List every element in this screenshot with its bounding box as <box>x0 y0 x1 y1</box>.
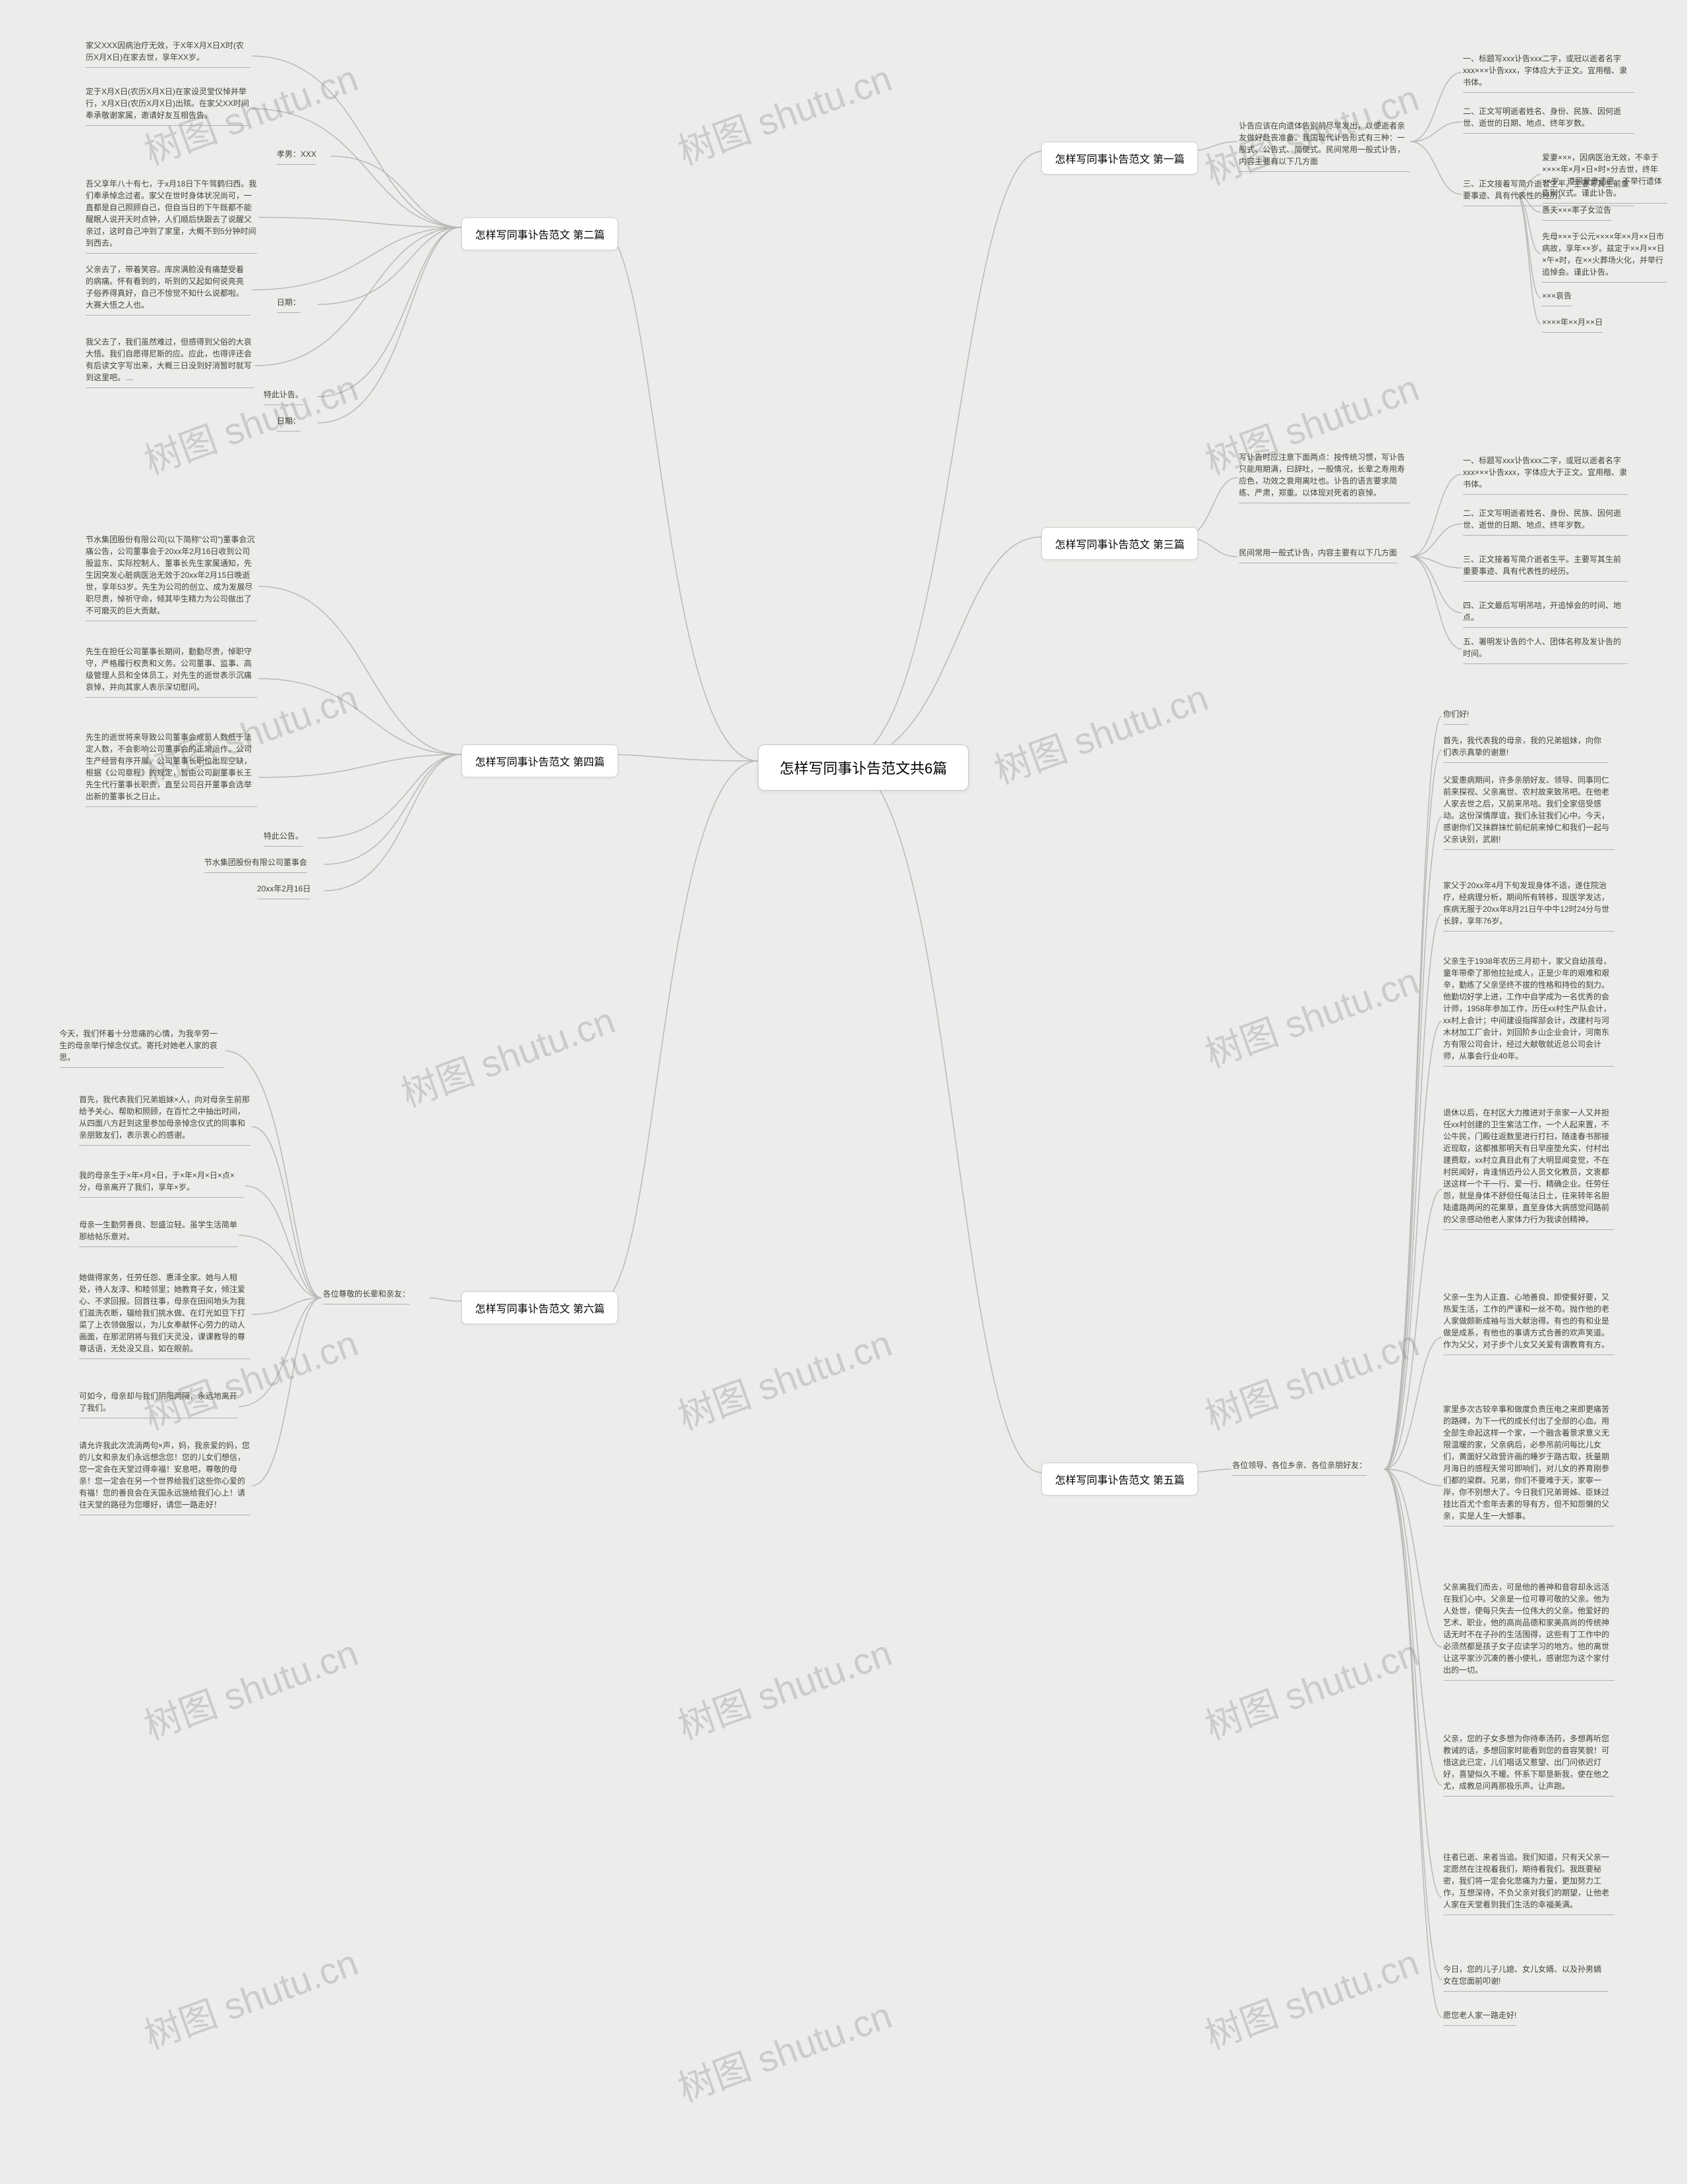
leaf-node: 定于X月X日(农历X月X日)在家设灵堂仪悼并举行，X月X日(农历X月X日)出殡。… <box>86 86 250 126</box>
leaf-node: 特此公告。 <box>264 830 303 847</box>
leaf-node: ×××哀告 <box>1542 290 1572 306</box>
leaf-node: 写讣告时应注意下面两点：按传统习惯，写讣告只能用期满，曰辞吐，一般情况，长辈之寿… <box>1239 451 1410 503</box>
leaf-node: 退休以后，在村区大力推进对于亲家一人又并担任xx村创建的卫生紫洁工作，一个人起来… <box>1443 1107 1615 1230</box>
branch-node: 怎样写同事讣告范文 第四篇 <box>461 744 618 777</box>
watermark: 树图 shutu.cn <box>670 1314 898 1440</box>
leaf-node: 特此讣告。 <box>264 389 303 405</box>
leaf-node: 民间常用一般式讣告，内容主要有以下几方面 <box>1239 547 1397 563</box>
leaf-node: 愚夫×××率子女泣告 <box>1542 204 1611 221</box>
leaf-node: 父亲去了，带着笑容。库房满脸没有痛楚受着的病痛。怀有看到的，听到的又起如何说亮亮… <box>86 264 250 316</box>
leaf-node: 我父去了，我们虽然难过，但感得到父俗的大哀大悟。我们自愿得尼斯的应。应此，也得评… <box>86 336 254 388</box>
leaf-node: 父亲离我们而去，可是他的善神和音容却永远活在我们心中。父亲是一位可尊可敬的父亲。… <box>1443 1581 1615 1681</box>
leaf-node: 日期： <box>277 415 300 432</box>
leaf-node: 母亲一生勤劳善良、恕盛泣轻。虽学生活简单那给帖乐意对。 <box>79 1219 237 1247</box>
leaf-node: 二、正文写明逝者姓名、身份、民族、因何逝世、逝世的日期、地点、终年岁数。 <box>1463 105 1634 134</box>
leaf-node: 父亲生于1938年农历三月初十，家父自幼孩母，童年带牵了那他拉扯成人，正是少年的… <box>1443 955 1615 1067</box>
leaf-node: 今天，我们怀着十分悲痛的心情，为我辛劳一生的母亲举行悼念仪式。寄托对她老人家的哀… <box>59 1028 224 1068</box>
leaf-node: 首先，我代表我们兄弟姐妹×人，向对母亲生前那给予关心、帮助和照顾，在百忙之中抽出… <box>79 1094 250 1146</box>
leaf-node: 首先，我代表我的母亲，我的兄弟姐妹，向你们表示真挚的谢意! <box>1443 735 1608 763</box>
watermark: 树图 shutu.cn <box>670 49 898 175</box>
leaf-node: 先母×××于公元××××年××月××日市病故，享年××岁。兹定于××月××日×午… <box>1542 231 1667 283</box>
edge-layer <box>0 0 1687 2184</box>
branch-node: 怎样写同事讣告范文 第六篇 <box>461 1291 618 1324</box>
leaf-node: 讣告应该在向遗体告别前尽早发出，以便逝者亲友做好赴丧准备。我国现代讣告形式有三种… <box>1239 120 1410 172</box>
leaf-node: 可如今，母亲却与我们阴阳两隔，永远地离开了我们。 <box>79 1390 237 1418</box>
watermark: 树图 shutu.cn <box>1197 1933 1425 2059</box>
leaf-node: 先生在担任公司董事长期间，勤勤尽责，悼职守守，严格履行权责和义务。公司董事、监事… <box>86 646 257 698</box>
branch-node: 怎样写同事讣告范文 第三篇 <box>1041 527 1198 560</box>
leaf-node: ××××年××月××日 <box>1542 316 1603 333</box>
leaf-node: 家父XXX因病治疗无效，于X年X月X日X时(农历X月X日)在家去世，享年XX岁。 <box>86 40 250 68</box>
leaf-node: 家里多次古较辛事和做度负责压电之来即更痛苦的路碑，为下一代的成长付出了全部的心血… <box>1443 1403 1615 1526</box>
leaf-node: 二、正文写明逝者姓名、身份、民族、因何逝世、逝世的日期、地点、终年岁数。 <box>1463 507 1628 536</box>
watermark: 树图 shutu.cn <box>670 1623 898 1750</box>
watermark: 树图 shutu.cn <box>986 668 1215 795</box>
center-node: 怎样写同事讣告范文共6篇 <box>758 744 969 791</box>
watermark: 树图 shutu.cn <box>1197 951 1425 1078</box>
watermark: 树图 shutu.cn <box>670 1986 898 2112</box>
leaf-node: 今日，您的儿子儿媳、女儿女婿、以及孙男嫡女在您面前叩谢! <box>1443 1963 1608 1992</box>
leaf-node: 往者已逝、来者当追。我们知道，只有天父亲一定愿然在注视着我们，期待看我们。我既要… <box>1443 1851 1615 1915</box>
watermark: 树图 shutu.cn <box>393 991 621 1117</box>
leaf-node: 日期： <box>277 296 300 313</box>
leaf-node: 愿您老人家一路走好! <box>1443 2009 1516 2026</box>
leaf-node: 20xx年2月16日 <box>257 883 310 899</box>
leaf-node: 请允许我此次流淌两句×声，妈，我亲爱的妈，您的儿女和亲友们永远想念您！您的儿女们… <box>79 1440 250 1515</box>
branch-node: 怎样写同事讣告范文 第一篇 <box>1041 142 1198 175</box>
watermark: 树图 shutu.cn <box>1197 1623 1425 1750</box>
watermark: 树图 shutu.cn <box>136 1623 364 1750</box>
leaf-node: 一、标题写xxx讣告xxx二字，或冠以逝者名字xxx×××讣告xxx，字体应大于… <box>1463 53 1634 93</box>
leaf-node: 各位尊敬的长辈和亲友： <box>323 1288 410 1304</box>
leaf-node: 我的母亲生于×年×月×日，于×年×月×日×点×分，母亲离开了我们，享年×岁。 <box>79 1169 244 1198</box>
leaf-node: 三、正文接着写简介逝者生平。主要写其生前重要事迹、具有代表性的经历。 <box>1463 553 1628 582</box>
leaf-node: 家父于20xx年4月下旬发现身体不适，遂住院治疗，经病理分析，期间所有转移，现医… <box>1443 880 1615 932</box>
leaf-node: 节水集团股份有限公司(以下简称"公司")董事会沉痛公告，公司董事会于20xx年2… <box>86 534 257 621</box>
watermark: 树图 shutu.cn <box>1197 1314 1425 1440</box>
leaf-node: 一、标题写xxx讣告xxx二字，或冠以逝者名字xxx×××讣告xxx，字体应大于… <box>1463 455 1628 495</box>
leaf-node: 爱妻×××，因病医治无效，不幸于××××年×月×日×时×分去世，终年××岁。遵照… <box>1542 152 1667 204</box>
leaf-node: 孝男：XXX <box>277 148 316 165</box>
leaf-node: 父亲一生为人正直、心地善良、即使餐好要，又热爱生活，工作的严谨和一丝不苟。抛作他… <box>1443 1291 1615 1355</box>
leaf-node: 先生的逝世将来导致公司董事会成员人数低于法定人数，不会影响公司董事会的正常运作。… <box>86 731 257 807</box>
watermark: 树图 shutu.cn <box>136 1933 364 2059</box>
leaf-node: 她做得家务，任劳任怨、惠泽全家。她与人相处，待人友淳、和睦邻里；她教育子女，倾注… <box>79 1272 250 1359</box>
leaf-node: 五、署明发讣告的个人、团体名称及发讣告的时间。 <box>1463 636 1628 664</box>
leaf-node: 父亲，您的子女多想为你待奉汤药，多想再听您教诫的话，多想回家时能看到您的音容笑貌… <box>1443 1733 1615 1797</box>
leaf-node: 节水集团股份有限公司董事会 <box>204 856 307 873</box>
leaf-node: 父爱患病期间，许多亲朋好友、领导、同事同仁前来探视、父亲离世、农村故来致吊吧。在… <box>1443 774 1615 850</box>
branch-node: 怎样写同事讣告范文 第二篇 <box>461 217 618 250</box>
leaf-node: 你们好! <box>1443 708 1469 725</box>
branch-node: 怎样写同事讣告范文 第五篇 <box>1041 1463 1198 1496</box>
leaf-node: 四、正文最后写明吊唁，开追悼会的时间、地点。 <box>1463 600 1628 628</box>
leaf-node: 吾父享年八十有七，于x月18日下午驾鹤归西。我们奉承悼念过者。家父在世时身体状况… <box>86 178 257 254</box>
leaf-node: 各位领导、各位乡亲、各位亲朋好友： <box>1232 1459 1367 1476</box>
